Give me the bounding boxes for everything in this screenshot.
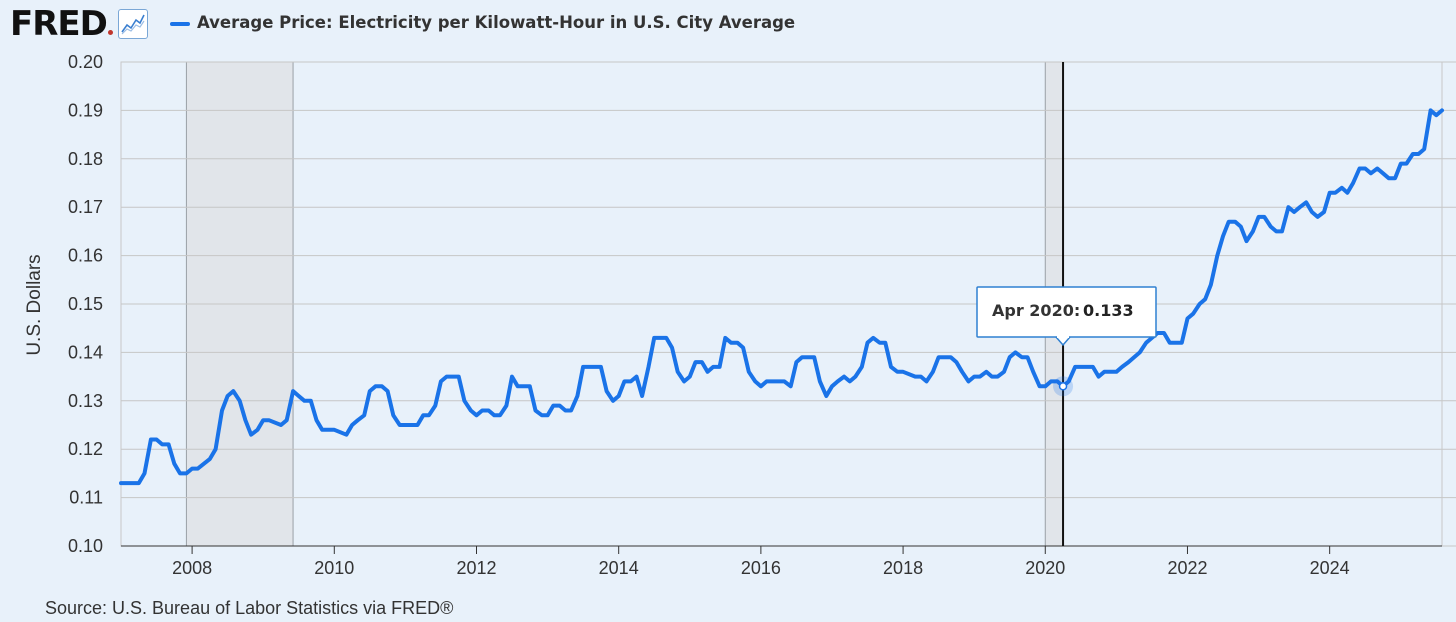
x-tick-label-4: 2016	[741, 558, 781, 578]
x-axis-ticks: 2008 2010 2012 2014 2016 2018 2020 2022 2024	[121, 545, 1442, 578]
y-tick-label-1: 0.11	[69, 488, 103, 508]
hover-point	[1058, 382, 1068, 391]
x-tick-label-8: 2024	[1310, 558, 1350, 578]
x-tick-label-5: 2018	[883, 558, 923, 578]
x-tick-label-1: 2010	[314, 558, 354, 578]
tooltip-date: Apr 2020:	[992, 301, 1080, 320]
y-axis-title: U.S. Dollars	[24, 254, 45, 355]
y-tick-label-0: 0.10	[68, 536, 103, 556]
y-tick-label-4: 0.14	[68, 342, 103, 362]
series-group	[119, 108, 1444, 486]
legend-swatch	[170, 22, 190, 26]
x-tick-label-2: 2012	[456, 558, 496, 578]
y-tick-label-7: 0.17	[68, 197, 103, 217]
tooltip: Apr 2020: 0.133	[976, 286, 1157, 347]
legend-series-label: Average Price: Electricity per Kilowatt-…	[197, 13, 796, 32]
y-tick-label-10: 0.20	[68, 52, 103, 72]
line-graph-icon[interactable]	[118, 9, 148, 39]
chart-header: FRED Average Price: Electricity per Kilo…	[0, 0, 1456, 52]
y-tick-label-9: 0.19	[68, 100, 103, 120]
y-tick-label-5: 0.15	[68, 294, 103, 314]
y-axis-ticks: 0.10 0.11 0.12 0.13 0.14 0.15 0.16 0.17 0.18 0.19…	[68, 52, 103, 556]
source-note: Source: U.S. Bureau of Labor Statistics …	[45, 598, 454, 618]
fred-logo-dot	[108, 30, 113, 35]
fred-logo[interactable]: FRED	[10, 4, 108, 44]
y-tick-label-8: 0.18	[68, 149, 103, 169]
series-line-0	[119, 108, 1444, 486]
y-tick-label-6: 0.16	[68, 246, 103, 266]
y-tick-label-3: 0.13	[68, 391, 103, 411]
tooltip-pointer	[1055, 336, 1071, 347]
tooltip-value: 0.133	[1083, 301, 1134, 320]
x-tick-label-3: 2014	[599, 558, 639, 578]
x-tick-label-6: 2020	[1025, 558, 1065, 578]
x-tick-label-0: 2008	[172, 558, 212, 578]
x-tick-label-7: 2022	[1167, 558, 1207, 578]
y-tick-label-2: 0.12	[68, 439, 103, 459]
